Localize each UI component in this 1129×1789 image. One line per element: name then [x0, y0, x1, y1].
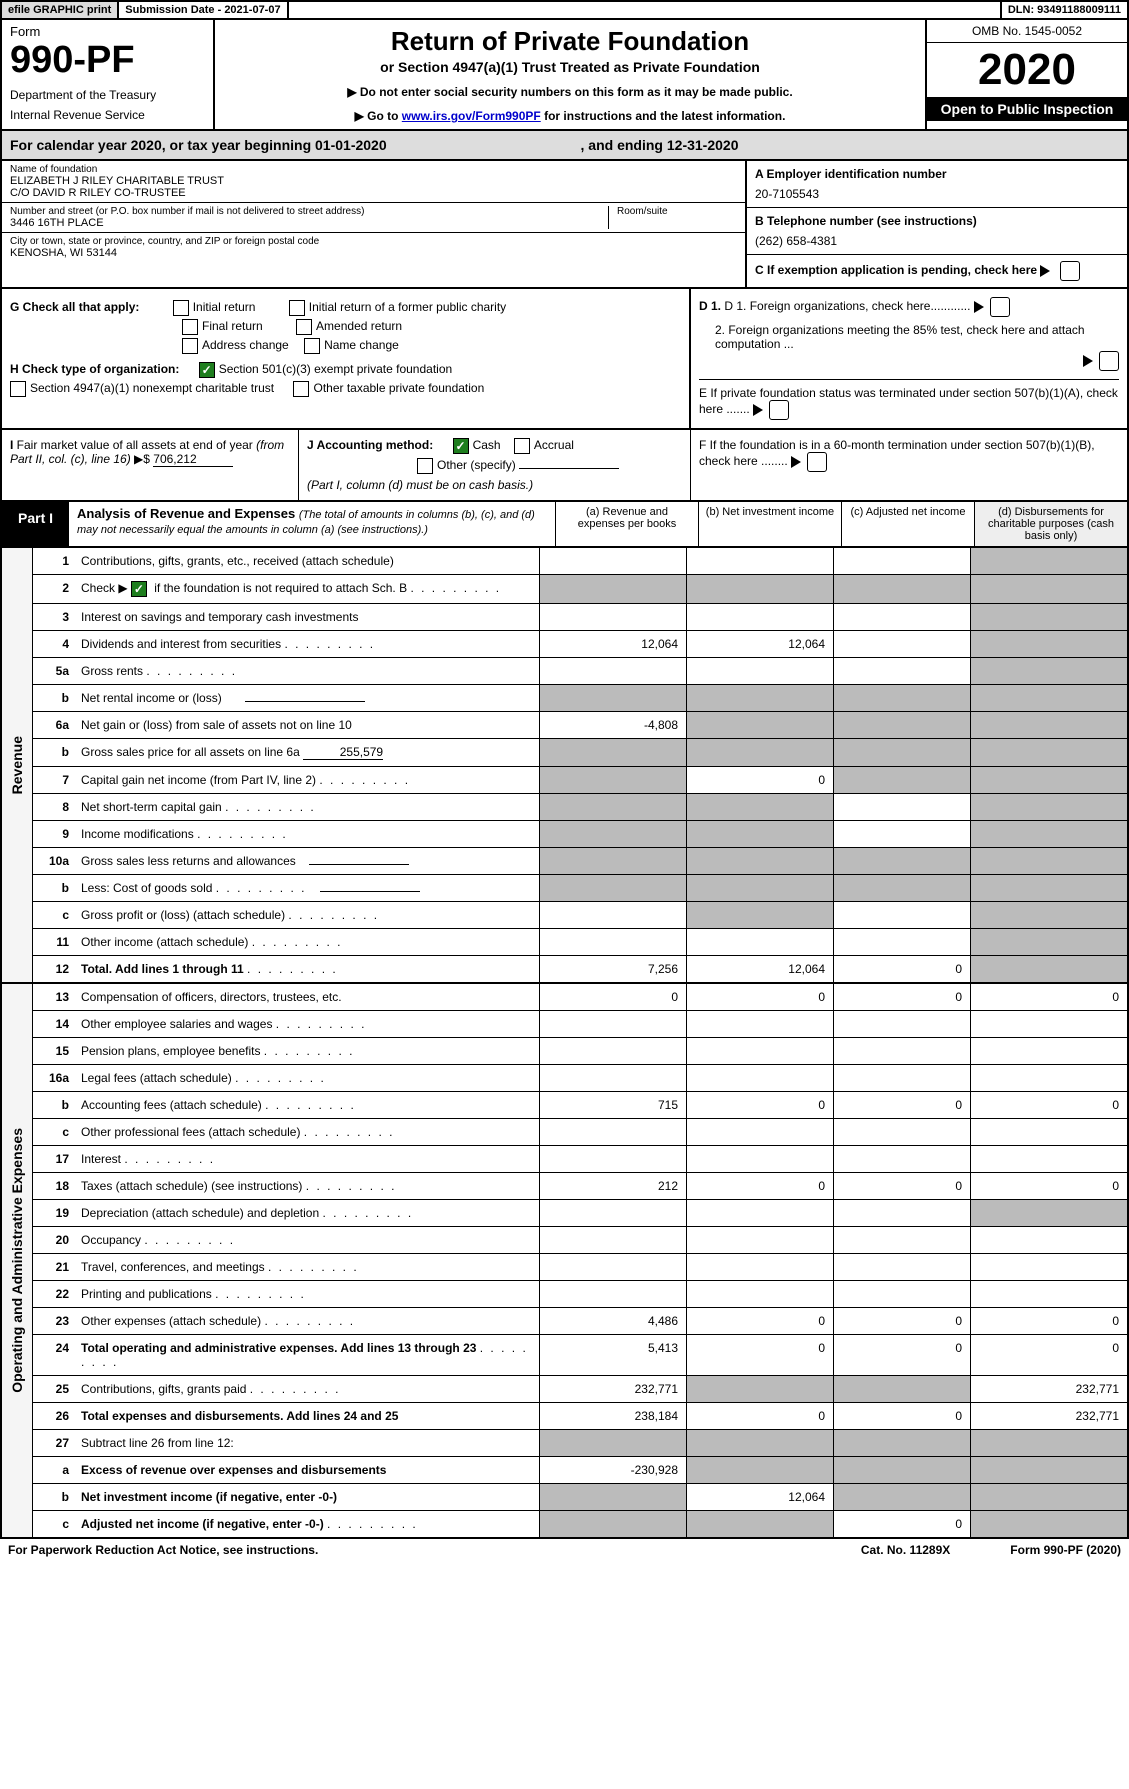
initial-checkbox[interactable]	[173, 300, 189, 316]
final-checkbox[interactable]	[182, 319, 198, 335]
amended-checkbox[interactable]	[296, 319, 312, 335]
expenses-section: Operating and Administrative Expenses 13…	[0, 984, 1129, 1539]
row-ijf: I Fair market value of all assets at end…	[0, 430, 1129, 502]
ein-label: A Employer identification number	[755, 167, 1119, 181]
addr-label: Number and street (or P.O. box number if…	[10, 206, 608, 217]
room-label: Room/suite	[617, 206, 737, 217]
revenue-label: Revenue	[9, 736, 25, 794]
dln: DLN: 93491188009111	[1000, 2, 1127, 18]
e-checkbox[interactable]	[769, 400, 789, 420]
page-footer: For Paperwork Reduction Act Notice, see …	[0, 1539, 1129, 1561]
tel-label: B Telephone number (see instructions)	[755, 214, 1119, 228]
d2-line: 2. Foreign organizations meeting the 85%…	[699, 323, 1119, 351]
efile-label: efile GRAPHIC print	[2, 2, 119, 18]
other-taxable-checkbox[interactable]	[293, 381, 309, 397]
check-section: G Check all that apply: Initial return I…	[0, 289, 1129, 430]
col-b-header: (b) Net investment income	[698, 502, 841, 546]
footer-left: For Paperwork Reduction Act Notice, see …	[8, 1543, 318, 1557]
ein-value: 20-7105543	[755, 187, 1119, 201]
top-bar: efile GRAPHIC print Submission Date - 20…	[0, 0, 1129, 20]
form-subtitle: or Section 4947(a)(1) Trust Treated as P…	[227, 59, 913, 75]
calendar-year: For calendar year 2020, or tax year begi…	[0, 131, 1129, 161]
addr-value: 3446 16TH PLACE	[10, 217, 608, 229]
dept-label: Department of the Treasury	[10, 88, 205, 102]
foundation-name: ELIZABETH J RILEY CHARITABLE TRUST	[10, 175, 737, 187]
irs-label: Internal Revenue Service	[10, 108, 205, 122]
expenses-label: Operating and Administrative Expenses	[9, 1128, 25, 1393]
initial-former-checkbox[interactable]	[289, 300, 305, 316]
col-a-header: (a) Revenue and expenses per books	[555, 502, 698, 546]
f-checkbox[interactable]	[807, 452, 827, 472]
exempt-checkbox[interactable]	[1060, 261, 1080, 281]
tax-year: 2020	[927, 43, 1127, 97]
d1-checkbox[interactable]	[990, 297, 1010, 317]
foundation-info: Name of foundation ELIZABETH J RILEY CHA…	[0, 161, 1129, 289]
d2-checkbox[interactable]	[1099, 351, 1119, 371]
form-label: Form	[10, 24, 205, 39]
e-line: E If private foundation status was termi…	[699, 379, 1119, 420]
exempt-label: C If exemption application is pending, c…	[755, 263, 1037, 277]
revenue-section: Revenue 1Contributions, gifts, grants, e…	[0, 548, 1129, 984]
col-d-header: (d) Disbursements for charitable purpose…	[974, 502, 1127, 546]
irs-link[interactable]: www.irs.gov/Form990PF	[402, 109, 541, 123]
foundation-name-2: C/O DAVID R RILEY CO-TRUSTEE	[10, 187, 737, 199]
arrow-icon	[1040, 265, 1050, 277]
open-inspection: Open to Public Inspection	[927, 97, 1127, 121]
other-checkbox[interactable]	[417, 458, 433, 474]
addr-change-checkbox[interactable]	[182, 338, 198, 354]
arrow-icon	[974, 301, 984, 313]
cash-checkbox[interactable]	[453, 438, 469, 454]
footer-right: Form 990-PF (2020)	[1010, 1543, 1121, 1557]
arrow-icon	[753, 404, 763, 416]
submission-date: Submission Date - 2021-07-07	[119, 2, 288, 18]
fmv-value: 706,212	[153, 452, 233, 467]
arrow-icon	[791, 456, 801, 468]
sch-b-checkbox[interactable]	[131, 581, 147, 597]
form-number: 990-PF	[10, 39, 205, 82]
arrow-icon	[1083, 355, 1093, 367]
4947-checkbox[interactable]	[10, 381, 26, 397]
d1-line: D 1. D 1. Foreign organizations, check h…	[699, 297, 1119, 317]
j-note: (Part I, column (d) must be on cash basi…	[307, 478, 682, 492]
city-label: City or town, state or province, country…	[10, 236, 737, 247]
col-c-header: (c) Adjusted net income	[841, 502, 974, 546]
note-2: ▶ Go to www.irs.gov/Form990PF for instru…	[227, 109, 913, 123]
accrual-checkbox[interactable]	[514, 438, 530, 454]
501c3-checkbox[interactable]	[199, 362, 215, 378]
part-label: Part I	[2, 502, 69, 546]
form-header: Form 990-PF Department of the Treasury I…	[0, 20, 1129, 131]
name-label: Name of foundation	[10, 164, 737, 175]
omb-number: OMB No. 1545-0052	[927, 20, 1127, 43]
city-value: KENOSHA, WI 53144	[10, 247, 737, 259]
tel-value: (262) 658-4381	[755, 234, 1119, 248]
note-1: ▶ Do not enter social security numbers o…	[227, 85, 913, 99]
part-header: Part I Analysis of Revenue and Expenses …	[0, 502, 1129, 548]
name-change-checkbox[interactable]	[304, 338, 320, 354]
form-title: Return of Private Foundation	[227, 26, 913, 57]
footer-mid: Cat. No. 11289X	[861, 1543, 950, 1557]
